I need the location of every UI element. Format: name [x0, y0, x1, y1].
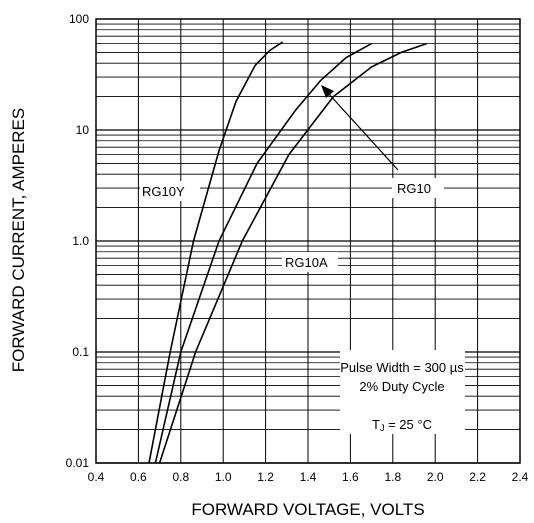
tj-value: = 25 °C — [384, 417, 431, 432]
duty-cycle-text: 2% Duty Cycle — [359, 379, 444, 394]
conditions-bg — [340, 350, 465, 434]
y-tick-label: 0.1 — [72, 345, 89, 359]
junction-temp-text: TJ = 25 °C — [372, 417, 432, 433]
x-tick-label: 2.2 — [469, 470, 486, 484]
label-bg-rg10 — [392, 178, 444, 198]
y-axis-title: FORWARD CURRENT, AMPERES — [9, 108, 28, 372]
series-label-rg10y: RG10Y — [142, 184, 185, 199]
tj-prefix: T — [372, 417, 380, 432]
y-tick-label: 100 — [69, 12, 89, 26]
rg10-arrow-head — [321, 85, 334, 98]
y-tick-label: 0.01 — [66, 456, 90, 470]
rg10-arrow-line — [327, 92, 399, 171]
x-tick-label: 0.8 — [172, 470, 189, 484]
x-tick-label: 2.4 — [512, 470, 529, 484]
series-label-rg10: RG10 — [397, 181, 431, 196]
series-line-rg10a — [158, 42, 427, 464]
x-tick-label: 0.6 — [130, 470, 147, 484]
x-axis-title: FORWARD VOLTAGE, VOLTS — [191, 500, 424, 519]
y-tick-label: 10 — [76, 123, 90, 137]
plot-frame — [95, 18, 521, 464]
series-line-rg10y — [148, 41, 284, 464]
label-bg-rg10a — [282, 252, 338, 272]
label-bg-rg10y — [140, 181, 200, 201]
series-line-rg10 — [154, 42, 372, 464]
x-tick-label: 2.0 — [427, 470, 444, 484]
x-tick-label: 1.8 — [384, 470, 401, 484]
pulse-width-text: Pulse Width = 300 µs — [340, 360, 464, 375]
x-tick-label: 1.2 — [257, 470, 274, 484]
x-tick-label: 0.4 — [88, 470, 105, 484]
x-tick-label: 1.4 — [300, 470, 317, 484]
tj-subscript: J — [380, 423, 385, 433]
series-label-rg10a: RG10A — [285, 255, 328, 270]
y-tick-label: 1.0 — [72, 234, 89, 248]
x-tick-label: 1.6 — [342, 470, 359, 484]
x-tick-labels: 0.4 0.6 0.8 1.0 1.2 1.4 1.6 1.8 2.0 2.2 2.4 — [88, 470, 529, 484]
curves — [148, 41, 427, 464]
y-tick-labels: 100 10 1.0 0.1 0.01 — [66, 12, 90, 470]
x-tick-label: 1.0 — [215, 470, 232, 484]
